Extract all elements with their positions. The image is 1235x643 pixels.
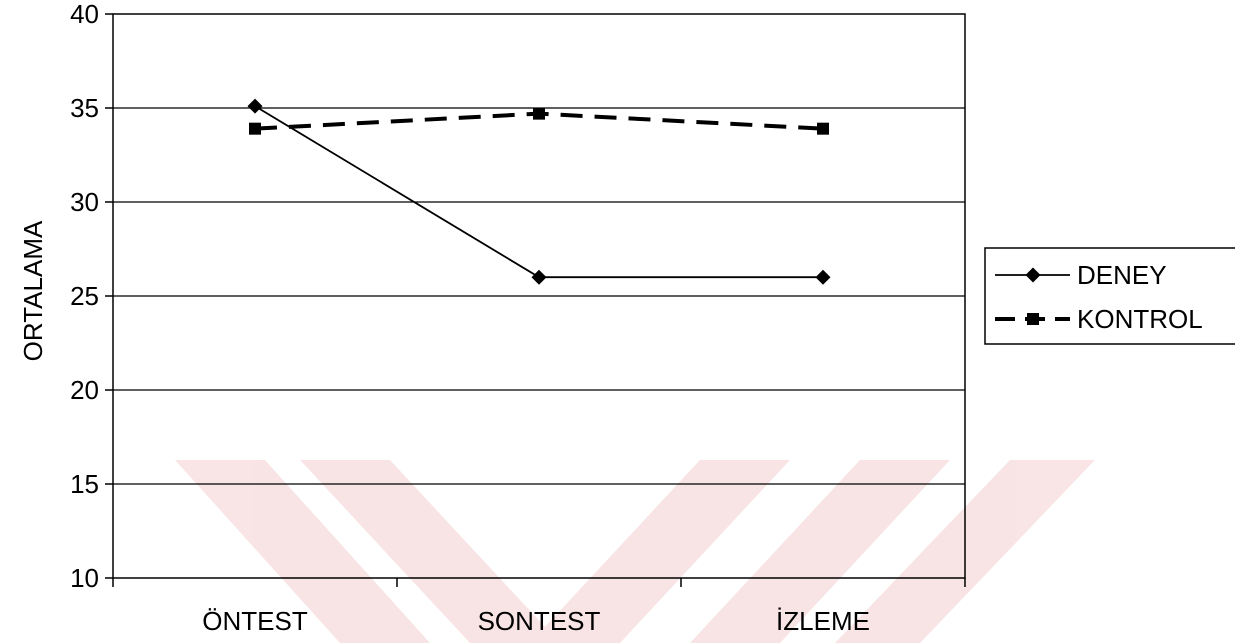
data-point-diamond bbox=[247, 98, 263, 114]
legend-box bbox=[984, 247, 1235, 345]
y-axis-title: ORTALAMA bbox=[18, 220, 48, 361]
data-point-square bbox=[249, 122, 261, 135]
data-point-square bbox=[533, 107, 545, 120]
y-tick-label: 15 bbox=[70, 469, 99, 499]
x-axis-tick-labels: ÖNTEST SONTEST İZLEME bbox=[202, 606, 870, 636]
x-tick-label: SONTEST bbox=[478, 606, 601, 636]
y-tick-label: 25 bbox=[70, 281, 99, 311]
legend-item-deney: DENEY bbox=[995, 260, 1167, 290]
series-deney bbox=[247, 98, 831, 285]
y-axis-tick-labels: 10 15 20 25 30 35 40 bbox=[70, 0, 99, 593]
legend-item-kontrol: KONTROL bbox=[995, 304, 1203, 334]
legend-label-kontrol: KONTROL bbox=[1077, 304, 1203, 334]
x-tick-label: İZLEME bbox=[776, 606, 870, 636]
y-tick-label: 35 bbox=[70, 93, 99, 123]
series-kontrol bbox=[249, 107, 829, 135]
plot-area bbox=[105, 13, 966, 587]
y-tick-label: 30 bbox=[70, 187, 99, 217]
data-point-diamond bbox=[531, 269, 547, 285]
y-tick-label: 40 bbox=[70, 0, 99, 29]
y-tick-label: 20 bbox=[70, 375, 99, 405]
legend-label-deney: DENEY bbox=[1077, 260, 1167, 290]
y-tick-label: 10 bbox=[70, 563, 99, 593]
data-point-square bbox=[817, 122, 829, 135]
legend: DENEY KONTROL bbox=[984, 247, 1235, 345]
data-point-square bbox=[1027, 313, 1039, 325]
data-point-diamond bbox=[815, 269, 831, 285]
series-layer bbox=[247, 98, 831, 285]
series-line-deney bbox=[254, 105, 823, 279]
x-axis-ticks bbox=[112, 578, 966, 587]
data-point-diamond bbox=[1025, 267, 1041, 283]
x-tick-label: ÖNTEST bbox=[202, 606, 308, 636]
watermark bbox=[175, 460, 1095, 643]
